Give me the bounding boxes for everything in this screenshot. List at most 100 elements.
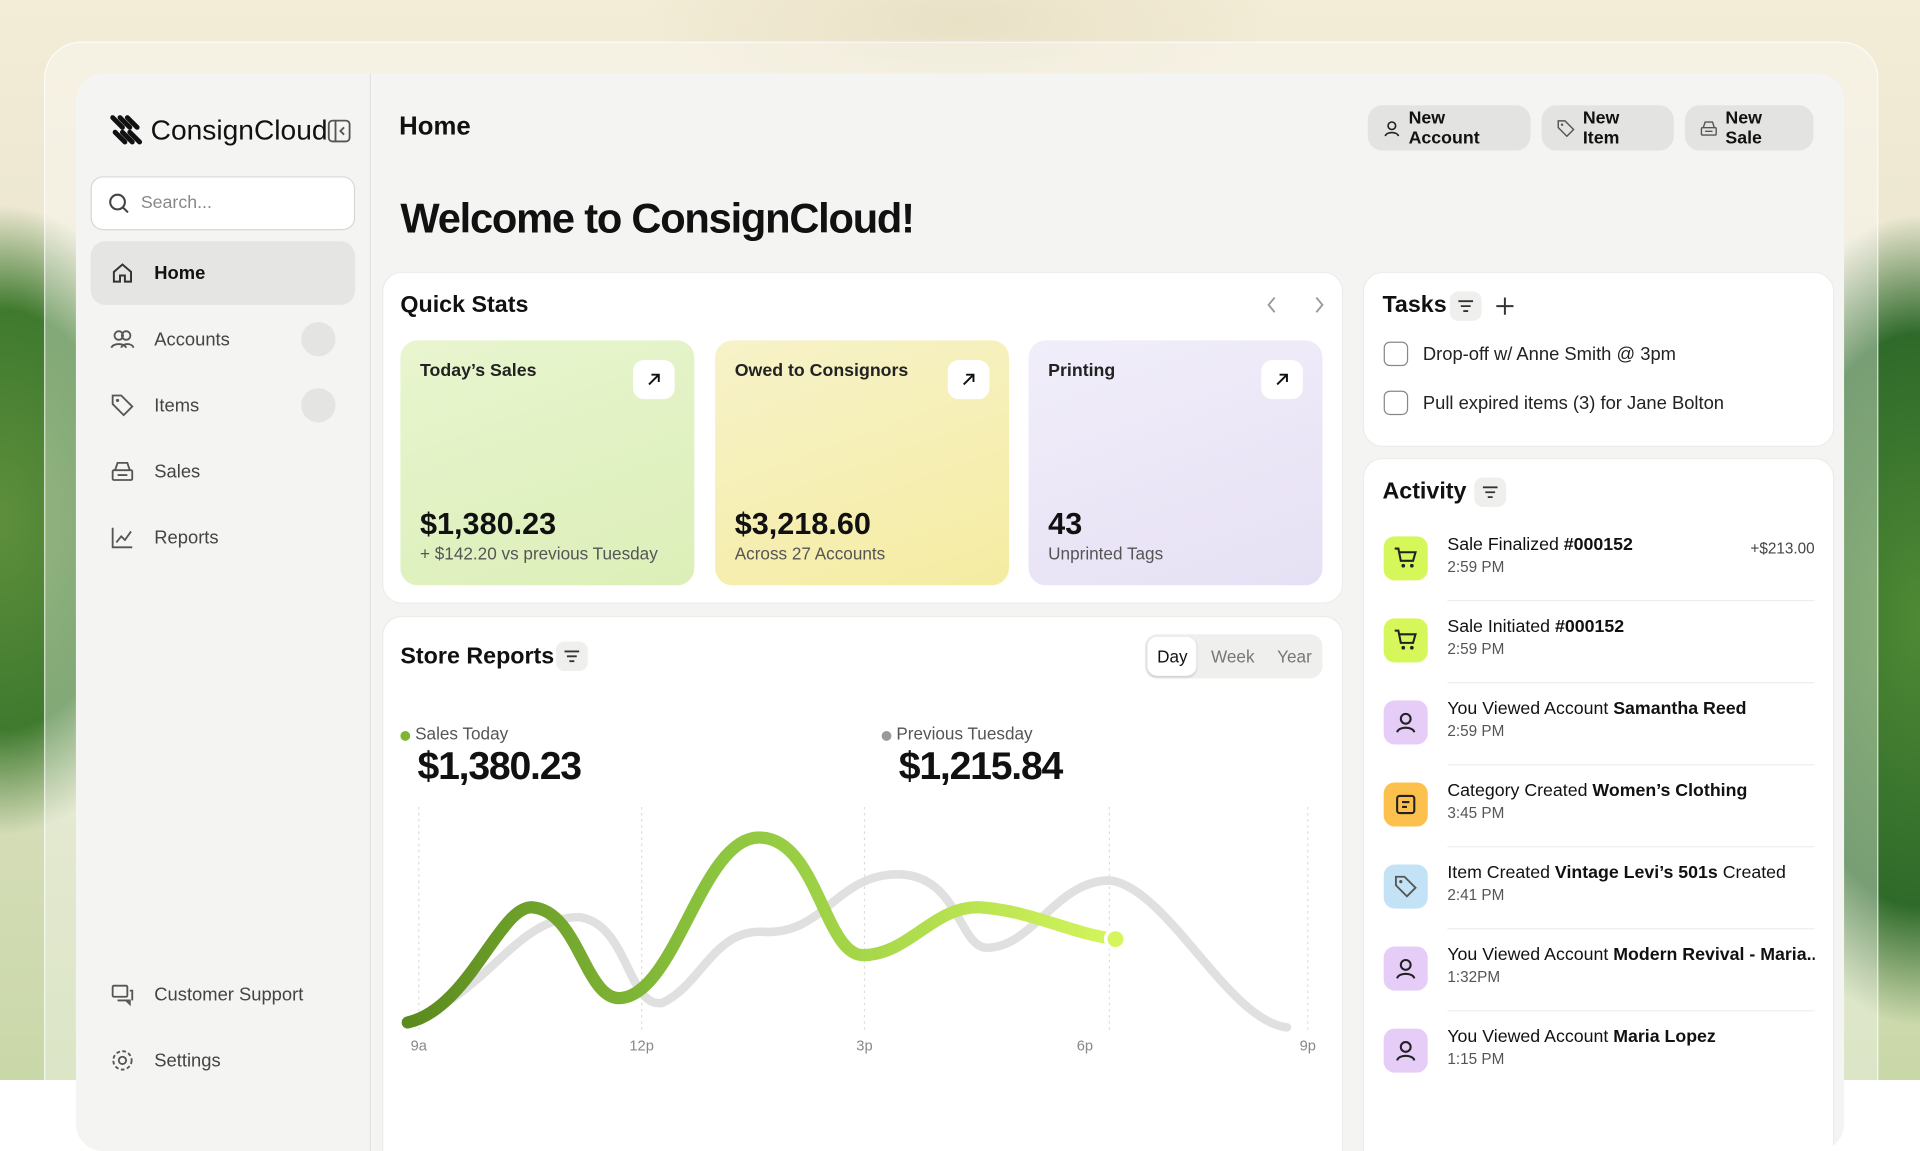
range-option[interactable]: Week [1211, 646, 1255, 667]
sidebar: ConsignCloud Search... Home Accounts Items… [76, 73, 372, 1151]
action-button[interactable]: New Account [1367, 105, 1531, 151]
activity-subject: Samantha Reed [1613, 699, 1747, 719]
button-label: New Item [1582, 108, 1620, 148]
activity-action: Item Created [1447, 863, 1550, 883]
nav-label: Customer Support [154, 983, 304, 1005]
range-active [1147, 636, 1197, 676]
stat-note: + $142.20 vs previous Tuesday [420, 543, 658, 564]
metric-label: Previous Tuesday [896, 723, 1033, 744]
activity-text: Item Created Vintage Levi’s 501s Created [1447, 863, 1814, 883]
activity-text: Category Created Women’s Clothing [1447, 781, 1814, 801]
separator [1447, 928, 1815, 930]
filter-button[interactable] [1449, 291, 1482, 321]
open-button[interactable] [1261, 360, 1303, 400]
activity-icon [1383, 1028, 1428, 1073]
action-button[interactable]: New Sale [1684, 105, 1814, 151]
activity-suffix: Created [1722, 863, 1786, 883]
activity-card: Activity Sale Finalized #000152 2:59 PM +$… [1362, 457, 1835, 1151]
metric-label: Sales Today [415, 723, 509, 744]
task-text: Pull expired items (3) for Jane Bolton [1422, 392, 1725, 414]
nav-item[interactable]: Customer Support [91, 962, 355, 1026]
activity-action: You Viewed Account [1447, 699, 1609, 719]
x-axis-label: 12p [629, 1037, 654, 1055]
sales-chart [400, 731, 1309, 1034]
activity-icon [1383, 782, 1428, 827]
brand: ConsignCloud [150, 113, 328, 146]
activity-action: Sale Finalized [1447, 535, 1559, 555]
stat-card[interactable]: Owed to Consignors $3,218.60 Across 27 Acc… [715, 340, 1009, 586]
stat-label: Owed to Consignors [734, 361, 909, 381]
activity-subject: #000152 [1563, 535, 1633, 555]
card-title: Store Reports [400, 644, 555, 670]
add-button[interactable] [301, 322, 336, 357]
x-axis-label: 9p [1299, 1037, 1316, 1055]
activity-item[interactable]: You Viewed Account Maria Lopez 1:15 PM [1383, 1027, 1815, 1111]
activity-item[interactable]: Sale Finalized #000152 2:59 PM +$213.00 [1383, 535, 1815, 618]
stat-label: Today’s Sales [420, 361, 537, 381]
activity-item[interactable]: You Viewed Account Modern Revival - Mari… [1383, 945, 1815, 1029]
app: ConsignCloud Search... Home Accounts Items… [44, 41, 1879, 1151]
activity-item[interactable]: Item Created Vintage Levi’s 501s Created… [1383, 863, 1815, 946]
activity-time: 1:15 PM [1447, 1050, 1505, 1068]
nav-item[interactable]: Accounts [91, 307, 355, 371]
button-label: New Account [1408, 108, 1480, 148]
search-box[interactable]: Search... [90, 176, 356, 231]
activity-item[interactable]: Category Created Women’s Clothing 3:45 PM [1383, 781, 1815, 864]
stat-value: 43 [1048, 506, 1083, 542]
action-button[interactable]: New Item [1541, 105, 1674, 151]
welcome-heading: Welcome to ConsignCloud! [400, 195, 915, 243]
nav-label: Items [154, 394, 200, 416]
stat-note: Across 27 Accounts [734, 543, 886, 564]
range-option[interactable]: Day [1157, 646, 1188, 667]
separator [1447, 682, 1815, 684]
collapse-button[interactable] [327, 119, 351, 143]
add-task-button[interactable] [1494, 295, 1516, 317]
activity-subject: Women’s Clothing [1592, 781, 1748, 801]
activity-time: 2:59 PM [1447, 722, 1505, 740]
stat-label: Printing [1048, 361, 1116, 381]
checkbox[interactable] [1383, 390, 1409, 416]
nav-label: Sales [154, 461, 201, 482]
nav-item[interactable]: Sales [91, 440, 355, 504]
nav-item[interactable]: Home [90, 241, 356, 305]
activity-item[interactable]: Sale Initiated #000152 2:59 PM [1383, 617, 1815, 700]
range-option[interactable]: Year [1277, 646, 1312, 667]
nav-item[interactable]: Items [91, 373, 355, 437]
activity-subject: Modern Revival - Maria... [1613, 945, 1815, 965]
button-label: New Sale [1725, 108, 1762, 148]
activity-item[interactable]: You Viewed Account Samantha Reed 2:59 PM [1383, 699, 1815, 782]
stat-card[interactable]: Today’s Sales $1,380.23 + $142.20 vs previ… [400, 340, 695, 586]
filter-button[interactable] [555, 641, 588, 672]
metric-value: $1,215.84 [898, 743, 1064, 788]
x-axis-label: 9a [410, 1037, 427, 1055]
activity-text: You Viewed Account Modern Revival - Mari… [1447, 945, 1814, 965]
nav-item[interactable]: Settings [91, 1029, 355, 1093]
checkbox[interactable] [1383, 341, 1409, 367]
open-button[interactable] [633, 360, 675, 400]
task-item[interactable]: Pull expired items (3) for Jane Bolton [1383, 390, 1725, 416]
x-axis-label: 6p [1076, 1037, 1094, 1055]
activity-text: You Viewed Account Maria Lopez [1447, 1027, 1814, 1047]
page-title: Home [399, 112, 471, 141]
task-item[interactable]: Drop-off w/ Anne Smith @ 3pm [1383, 341, 1676, 367]
activity-time: 1:32PM [1447, 968, 1501, 986]
add-button[interactable] [301, 388, 336, 423]
stat-card[interactable]: Printing 43 Unprinted Tags [1028, 340, 1323, 586]
activity-subject: #000152 [1554, 617, 1625, 637]
activity-icon [1383, 618, 1428, 663]
separator [1447, 600, 1815, 602]
logo [110, 115, 143, 145]
card-title: Quick Stats [400, 292, 529, 319]
carousel-arrows[interactable] [1265, 295, 1326, 315]
stat-value: $1,380.23 [420, 506, 557, 542]
stat-value: $3,218.60 [734, 506, 871, 542]
store-reports-card: Store Reports Day Week Year Sales Today $1,3… [382, 615, 1344, 1151]
open-button[interactable] [947, 360, 990, 400]
filter-button[interactable] [1474, 477, 1507, 507]
nav-label: Settings [154, 1050, 221, 1071]
nav-item[interactable]: Reports [91, 506, 355, 570]
nav-label: Reports [154, 527, 219, 548]
activity-icon [1383, 700, 1428, 745]
activity-text: You Viewed Account Samantha Reed [1447, 699, 1814, 719]
task-text: Drop-off w/ Anne Smith @ 3pm [1422, 343, 1676, 365]
